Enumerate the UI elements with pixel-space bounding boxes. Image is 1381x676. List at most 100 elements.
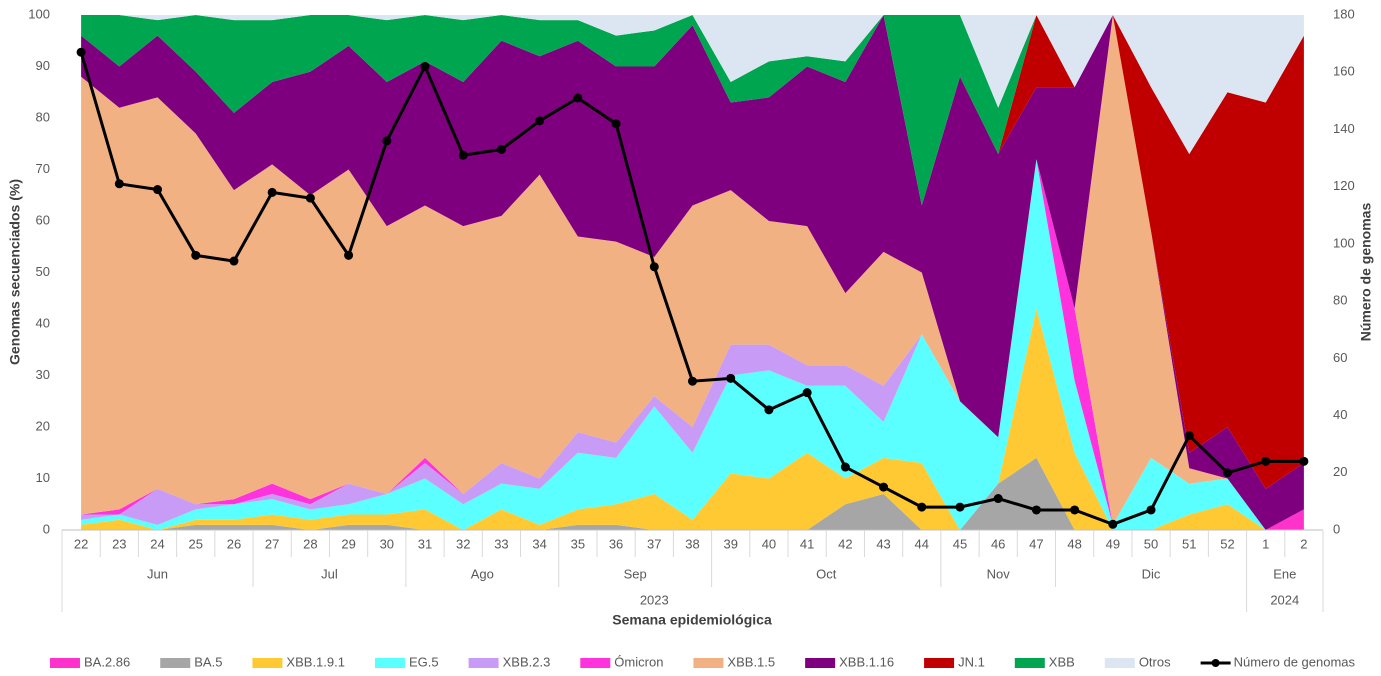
line-point [305,193,315,203]
legend-swatch [252,658,283,668]
month-label: Ago [471,566,494,581]
x-tick-label: 40 [762,536,776,551]
x-tick-label: 27 [265,536,279,551]
legend-label: XBB.2.3 [503,654,551,669]
x-tick-label: 23 [112,536,126,551]
y2-tick-label: 20 [1333,464,1347,479]
legend-label: EG.5 [409,654,439,669]
x-tick-label: 32 [456,536,470,551]
legend-marker [1211,659,1220,667]
y-tick-label: 80 [36,109,50,124]
x-tick-label: 42 [838,536,852,551]
x-tick-label: 31 [418,536,432,551]
legend-label: Otros [1139,654,1171,669]
line-point [1146,505,1156,515]
line-point [382,136,392,146]
line-point [993,494,1003,504]
line-point [267,187,277,197]
y-tick-label: 60 [36,212,50,227]
month-label: Jul [321,566,338,581]
area-series [81,15,1304,155]
y2-tick-label: 60 [1333,350,1347,365]
legend-item: XBB.2.3 [468,654,551,669]
line-point [1184,431,1194,441]
line-point [496,144,506,154]
line-point [802,388,812,398]
legend-item: BA.5 [160,654,222,669]
y-tick-label: 90 [36,58,50,73]
area-series [81,457,1304,530]
legend-item: XBB.1.5 [693,654,775,669]
line-point [535,116,545,126]
y2-tick-label: 180 [1333,6,1355,21]
month-label: Sep [624,566,647,581]
x-tick-label: 39 [723,536,737,551]
x-tick-label: 25 [189,536,203,551]
line-point [458,150,468,160]
line-point [688,376,697,386]
legend-swatch [468,658,499,668]
legend-item: Número de genomas [1200,654,1356,669]
x-tick-label: 22 [74,536,88,551]
year-label: 2023 [640,592,669,607]
x-tick-label: 46 [991,536,1005,551]
y2-tick-label: 0 [1333,521,1340,536]
line-point [191,250,201,260]
legend-label: XBB.1.5 [727,654,775,669]
legend-swatch [693,658,724,668]
legend-label: XBB [1049,654,1075,669]
line-point [1108,519,1118,529]
legend-swatch [1014,658,1045,668]
month-label: Nov [987,566,1011,581]
x-tick-label: 41 [800,536,814,551]
line-point [573,93,583,103]
y2-tick-label: 140 [1333,121,1355,136]
line-point [840,462,850,472]
x-tick-label: 36 [609,536,623,551]
line-point [649,262,659,272]
x-tick-label: 29 [341,536,355,551]
x-tick-label: 35 [571,536,585,551]
legend-swatch [160,658,191,668]
x-tick-label: 34 [532,536,546,551]
x-tick-label: 26 [227,536,241,551]
x-tick-label: 33 [494,536,508,551]
x-tick-label: 48 [1067,536,1081,551]
y2-tick-label: 160 [1333,64,1355,79]
legend-item: EG.5 [374,654,439,669]
x-axis-title: Semana epidemiológica [612,612,772,628]
legend-item: XBB [1014,654,1075,669]
y-tick-label: 40 [36,315,50,330]
line-point [420,62,430,71]
area-series [81,15,1304,206]
legend-swatch [49,658,80,668]
line-point [1031,505,1041,515]
y-tick-label: 100 [28,6,50,21]
legend-item: XBB.1.9.1 [252,654,345,669]
line-point [76,47,86,57]
x-tick-label: 43 [876,536,890,551]
line-point [764,405,774,415]
line-point [1222,468,1232,478]
x-tick-label: 47 [1029,536,1043,551]
legend-label: Ómicron [614,654,663,669]
legend-label: Número de genomas [1234,654,1356,669]
month-label: Dic [1142,566,1161,581]
y2-tick-label: 40 [1333,407,1347,422]
line-point [1261,456,1271,466]
line-point [344,250,354,260]
area-series [81,15,1304,530]
legend-swatch [1104,658,1135,668]
y-tick-label: 50 [36,264,50,279]
line-point [917,502,927,512]
line-point [726,373,736,383]
legend-item: Ómicron [580,654,663,669]
y2-tick-label: 80 [1333,293,1347,308]
y-tick-label: 0 [43,521,50,536]
x-tick-label: 30 [380,536,394,551]
x-tick-label: 52 [1220,536,1234,551]
y-tick-label: 70 [36,161,50,176]
x-tick-label: 49 [1106,536,1120,551]
y-tick-label: 30 [36,367,50,382]
line-point [955,502,965,512]
